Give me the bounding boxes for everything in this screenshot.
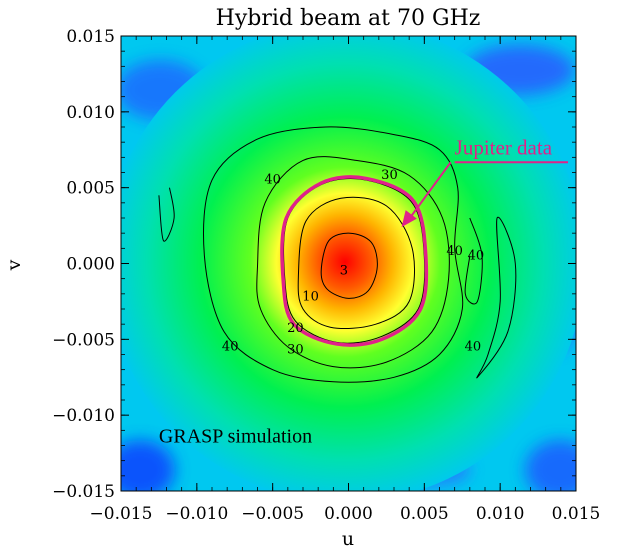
y-tick-label: 0.010 <box>66 103 115 123</box>
y-tick-label: 0.015 <box>66 27 115 47</box>
grasp-simulation-label: GRASP simulation <box>159 425 312 447</box>
contour-line-3 <box>320 232 378 299</box>
contour-label: 20 <box>287 321 304 336</box>
x-tick-label: 0.010 <box>476 504 525 524</box>
x-axis-label: u <box>342 528 354 550</box>
contour-label: 40 <box>264 173 281 188</box>
y-axis-label: v <box>3 259 25 271</box>
contour-line-10 <box>297 196 416 329</box>
x-tick-label: 0.015 <box>552 504 601 524</box>
jupiter-data-arrow <box>406 161 452 222</box>
contour-label: 10 <box>302 289 319 304</box>
contour-line-40 <box>203 126 464 383</box>
contour-label-layer: 3 10 20 30 30 40 40 40 40 40 <box>222 168 484 357</box>
contour-label: 40 <box>446 244 463 259</box>
jupiter-data-contour <box>280 175 429 347</box>
contour-line-30 <box>256 156 450 369</box>
x-tick-label: 0.000 <box>324 504 373 524</box>
jupiter-data-label: Jupiter data <box>455 135 553 159</box>
y-tick-label: 0.000 <box>66 255 115 275</box>
chart-title: Hybrid beam at 70 GHz <box>216 6 481 31</box>
contour-label: 30 <box>381 168 398 183</box>
contour-label: 40 <box>222 339 239 354</box>
heatmap <box>121 36 576 491</box>
contour-line-40 <box>158 187 175 242</box>
contour-line-40 <box>464 217 483 305</box>
x-tick-label: −0.015 <box>90 504 153 524</box>
x-tick-label: 0.005 <box>400 504 449 524</box>
contour-layer <box>158 126 517 383</box>
annotation-layer: Jupiter data GRASP simulation <box>159 135 568 447</box>
tick-layer: −0.015 −0.010 −0.005 0.000 0.005 0.010 0.015 −0… <box>52 27 600 524</box>
x-tick-label: −0.005 <box>241 504 304 524</box>
y-tick-label: −0.010 <box>52 406 115 426</box>
contour-line-40 <box>476 216 517 379</box>
x-tick-label: −0.010 <box>165 504 228 524</box>
contour-label: 40 <box>468 248 485 263</box>
y-tick-label: 0.005 <box>66 179 115 199</box>
y-tick-label: −0.005 <box>52 330 115 350</box>
contour-label: 40 <box>465 339 482 354</box>
jupiter-data-arrowhead <box>401 210 417 228</box>
y-tick-label: −0.015 <box>52 482 115 502</box>
contour-label: 30 <box>287 342 304 357</box>
contour-label: 3 <box>340 264 348 279</box>
